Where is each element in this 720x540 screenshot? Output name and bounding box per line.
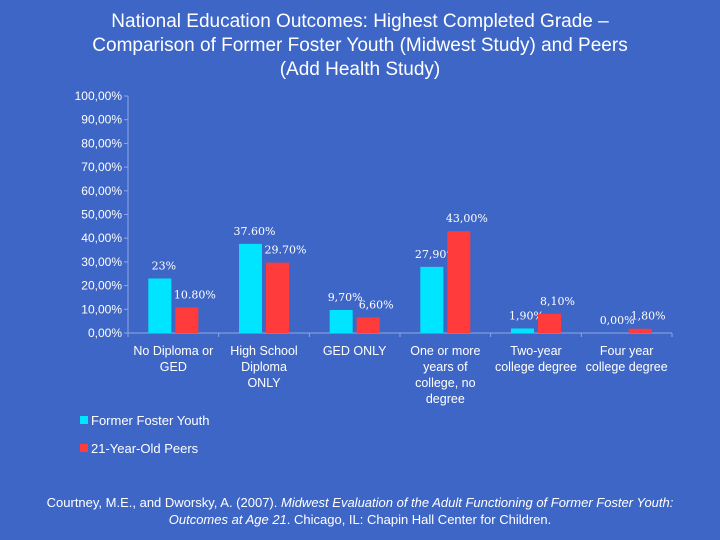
category-label: years of xyxy=(423,360,468,374)
category-label: college degree xyxy=(495,360,577,374)
y-tick-label: 90,00% xyxy=(81,113,122,127)
category-label: college, no xyxy=(415,376,476,390)
data-label: 6,60% xyxy=(359,298,394,311)
category-label: No Diploma or xyxy=(133,344,213,358)
category-label: One or more xyxy=(410,344,480,358)
y-tick-label: 40,00% xyxy=(81,231,122,245)
category-label: Two-year xyxy=(510,344,561,358)
bar-foster-youth xyxy=(329,310,353,333)
category-label: GED xyxy=(160,360,187,374)
bar-foster-youth xyxy=(420,266,444,333)
category-label: college degree xyxy=(586,360,668,374)
y-tick-label: 100,00% xyxy=(75,89,123,103)
category-label: High School xyxy=(230,344,297,358)
chart-title-line: National Education Outcomes: Highest Com… xyxy=(111,11,609,32)
chart-title-line: Comparison of Former Foster Youth (Midwe… xyxy=(92,35,628,56)
y-tick-label: 80,00% xyxy=(81,136,122,150)
citation-authors: Courtney, M.E., and Dworsky, A. (2007). xyxy=(46,495,281,510)
data-label: 1,90% xyxy=(509,309,544,322)
category-label: Four year xyxy=(600,344,654,358)
data-label: 0,00% xyxy=(600,314,635,327)
legend-item: 21-Year-Old Peers xyxy=(80,434,210,462)
citation-title-part2: Outcomes at Age 21 xyxy=(168,512,287,527)
bar-peers xyxy=(538,313,561,333)
y-tick-label: 10,00% xyxy=(81,302,122,316)
category-label: ONLY xyxy=(247,376,281,390)
data-label: 1,80% xyxy=(631,310,666,323)
category-label: GED ONLY xyxy=(323,344,387,358)
citation-publisher: . Chicago, IL: Chapin Hall Center for Ch… xyxy=(286,512,552,527)
bar-peers xyxy=(628,328,652,333)
y-tick-label: 30,00% xyxy=(81,255,122,269)
data-label: 29.70% xyxy=(265,244,307,257)
chart-title-line: (Add Health Study) xyxy=(279,59,441,80)
y-tick-label: 60,00% xyxy=(81,184,122,198)
y-tick-label: 20,00% xyxy=(81,279,122,293)
bar-foster-youth xyxy=(148,278,172,333)
y-tick-label: 50,00% xyxy=(81,208,122,222)
data-label: 10.80% xyxy=(174,288,216,301)
bar-peers xyxy=(266,262,289,333)
data-label: 23% xyxy=(152,259,176,272)
data-label: 9,70% xyxy=(328,291,363,304)
bar-peers xyxy=(356,317,380,333)
bar-peers xyxy=(447,231,471,333)
legend: Former Foster Youth 21-Year-Old Peers xyxy=(80,406,210,462)
chart-title: National Education Outcomes: Highest Com… xyxy=(0,10,720,82)
legend-swatch-peers xyxy=(80,444,88,452)
data-label: 8,10% xyxy=(540,295,575,308)
category-label: degree xyxy=(426,392,465,406)
y-tick-label: 0,00% xyxy=(88,326,122,340)
bar-peers xyxy=(175,307,199,333)
data-label: 43,00% xyxy=(446,212,488,225)
legend-label-peers: 21-Year-Old Peers xyxy=(91,440,199,456)
citation-title-part1: Midwest Evaluation of the Adult Function… xyxy=(280,495,674,510)
data-label: 37.60% xyxy=(234,225,276,238)
citation: Courtney, M.E., and Dworsky, A. (2007). … xyxy=(0,494,720,528)
legend-label-foster: Former Foster Youth xyxy=(91,412,210,428)
legend-item: Former Foster Youth xyxy=(80,406,210,434)
y-tick-label: 70,00% xyxy=(81,160,122,174)
bar-foster-youth xyxy=(239,243,262,333)
legend-swatch-foster xyxy=(80,416,88,424)
data-label: 27,90% xyxy=(415,248,457,261)
category-label: Diploma xyxy=(241,360,287,374)
bar-foster-youth xyxy=(511,328,534,333)
